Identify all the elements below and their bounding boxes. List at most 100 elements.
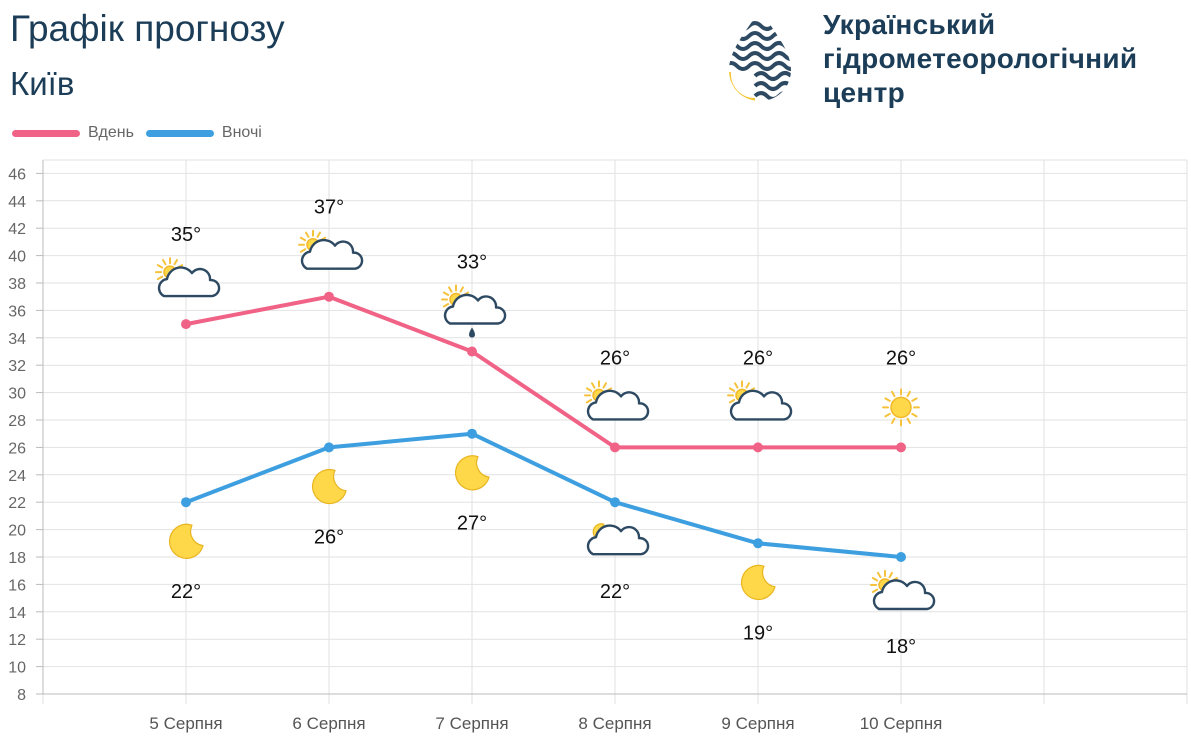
- sun-ray: [728, 387, 736, 392]
- sun-ray: [734, 382, 739, 389]
- sun-ray: [888, 571, 893, 579]
- page-title: Графік прогнозу: [10, 8, 285, 49]
- y-tick-label: 16: [8, 577, 26, 594]
- sun-ray: [906, 417, 911, 424]
- cloud-shape: [872, 579, 936, 611]
- day-sun-icon: [882, 388, 920, 427]
- moon-shape: [741, 564, 776, 600]
- legend-item-day[interactable]: Вдень: [12, 124, 134, 142]
- sun-ray: [891, 390, 896, 398]
- sun-ray: [305, 231, 310, 238]
- series-layer: [181, 291, 906, 562]
- sun-ray: [442, 291, 450, 296]
- cloud-shape: [300, 238, 364, 270]
- y-tick-label: 18: [8, 550, 26, 567]
- night-moon-icon: [169, 523, 204, 559]
- sun-ray: [585, 387, 593, 392]
- y-tick-label: 28: [8, 413, 26, 430]
- cloud-shape: [157, 266, 221, 298]
- cloud-shape: [586, 524, 650, 556]
- axis-layer: 8 10 12 14 16 18 20 22 24 26 28 30 32 34 36 38 40 42 44 46 5…: [8, 160, 1187, 733]
- cloud-shape: [729, 389, 793, 421]
- day-sun-cloud-icon: [155, 257, 221, 298]
- logo-text: Український гідрометеорологічний центр: [823, 8, 1137, 110]
- y-tick-label: 40: [8, 249, 26, 266]
- data-point-day: [324, 291, 334, 302]
- sun-ray: [602, 382, 607, 389]
- data-point-night: [467, 428, 477, 439]
- data-point-day: [610, 442, 620, 453]
- sun-ray: [891, 417, 896, 424]
- cloud-shape: [586, 389, 650, 421]
- day-temp-label: 35°: [171, 224, 201, 246]
- y-tick-label: 24: [8, 468, 26, 485]
- data-point-day: [467, 346, 477, 357]
- y-tick-label: 30: [8, 386, 26, 403]
- moon-shape: [312, 468, 347, 505]
- y-tick-label: 22: [8, 495, 26, 512]
- sun-ray: [173, 258, 178, 266]
- sun-ray: [871, 588, 879, 593]
- day-sun-cloud-icon: [584, 380, 650, 421]
- sun-ray: [585, 398, 593, 404]
- y-tick-label: 20: [8, 523, 26, 540]
- night-moon-icon: [312, 468, 347, 505]
- y-tick-label: 36: [8, 303, 26, 320]
- x-tick-label: 8 Серпня: [578, 714, 651, 733]
- y-tick-label: 14: [8, 605, 26, 622]
- data-point-night: [610, 497, 620, 508]
- sun-ray: [156, 264, 164, 269]
- legend-label-day: Вдень: [88, 124, 134, 141]
- sun-ray: [442, 303, 450, 308]
- x-tick-label: 6 Серпня: [292, 714, 365, 733]
- sun-ray: [906, 390, 911, 398]
- legend-swatch-night: [145, 129, 214, 137]
- night-temp-label: 19°: [743, 622, 773, 644]
- night-temp-label: 22°: [600, 581, 630, 603]
- y-tick-label: 8: [17, 687, 26, 704]
- night-temp-label: 22°: [171, 581, 201, 603]
- sun-ray: [299, 248, 307, 253]
- sun-ray: [299, 236, 307, 242]
- logo: Український гідрометеорологічний центр: [725, 8, 1185, 108]
- sun-ray: [871, 577, 879, 582]
- sun-ray: [911, 412, 918, 418]
- sun-ray: [884, 412, 891, 418]
- day-temp-label: 26°: [886, 347, 916, 369]
- sun-ray: [591, 382, 596, 389]
- y-tick-label: 42: [8, 221, 26, 238]
- day-temp-label: 37°: [314, 197, 344, 219]
- cloud-shape: [443, 293, 507, 325]
- data-point-night: [181, 497, 191, 508]
- series-line-day: [185, 294, 901, 450]
- sun-ray: [316, 231, 321, 238]
- sun-ray: [728, 398, 736, 404]
- icon-layer: [155, 229, 936, 611]
- data-point-day: [181, 319, 191, 330]
- x-tick-label: 10 Серпня: [860, 714, 943, 733]
- drop-logo-icon: [729, 10, 791, 101]
- sun-disc: [890, 396, 912, 419]
- rain-drop: [469, 327, 475, 338]
- y-tick-label: 12: [8, 632, 26, 649]
- legend-label-night: Вночі: [221, 124, 262, 141]
- day-sun-cloud-icon: [298, 229, 364, 270]
- grid-layer: [42, 159, 1188, 704]
- label-layer: 35° 37° 33° 26° 26° 26° 22° 26° 27° 22° 19° 18°: [171, 197, 916, 658]
- x-tick-label: 5 Серпня: [149, 714, 222, 733]
- y-tick-label: 10: [8, 660, 26, 677]
- night-moon-icon: [741, 564, 776, 600]
- y-tick-label: 44: [8, 194, 26, 211]
- data-point-night: [324, 442, 334, 453]
- y-tick-label: 38: [8, 276, 26, 293]
- moon-shape: [455, 455, 490, 491]
- legend-item-night[interactable]: Вночі: [145, 124, 262, 142]
- city-name: Київ: [10, 65, 75, 102]
- y-tick-label: 34: [8, 331, 26, 348]
- night-temp-label: 18°: [886, 636, 916, 658]
- logo-line-3: центр: [823, 77, 906, 108]
- sun-shape: [882, 388, 920, 427]
- series-line-night: [185, 431, 902, 559]
- x-tick-label: 9 Серпня: [721, 714, 794, 733]
